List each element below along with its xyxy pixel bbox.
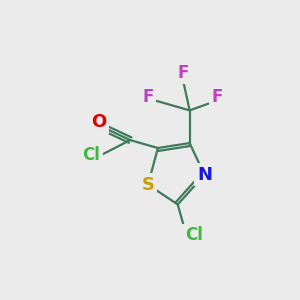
Text: Cl: Cl	[82, 146, 100, 164]
Text: F: F	[142, 88, 154, 106]
Text: S: S	[142, 176, 154, 194]
Text: F: F	[177, 64, 188, 82]
Text: N: N	[197, 166, 212, 184]
Text: O: O	[91, 113, 106, 131]
Text: Cl: Cl	[185, 226, 203, 244]
Text: F: F	[212, 88, 223, 106]
